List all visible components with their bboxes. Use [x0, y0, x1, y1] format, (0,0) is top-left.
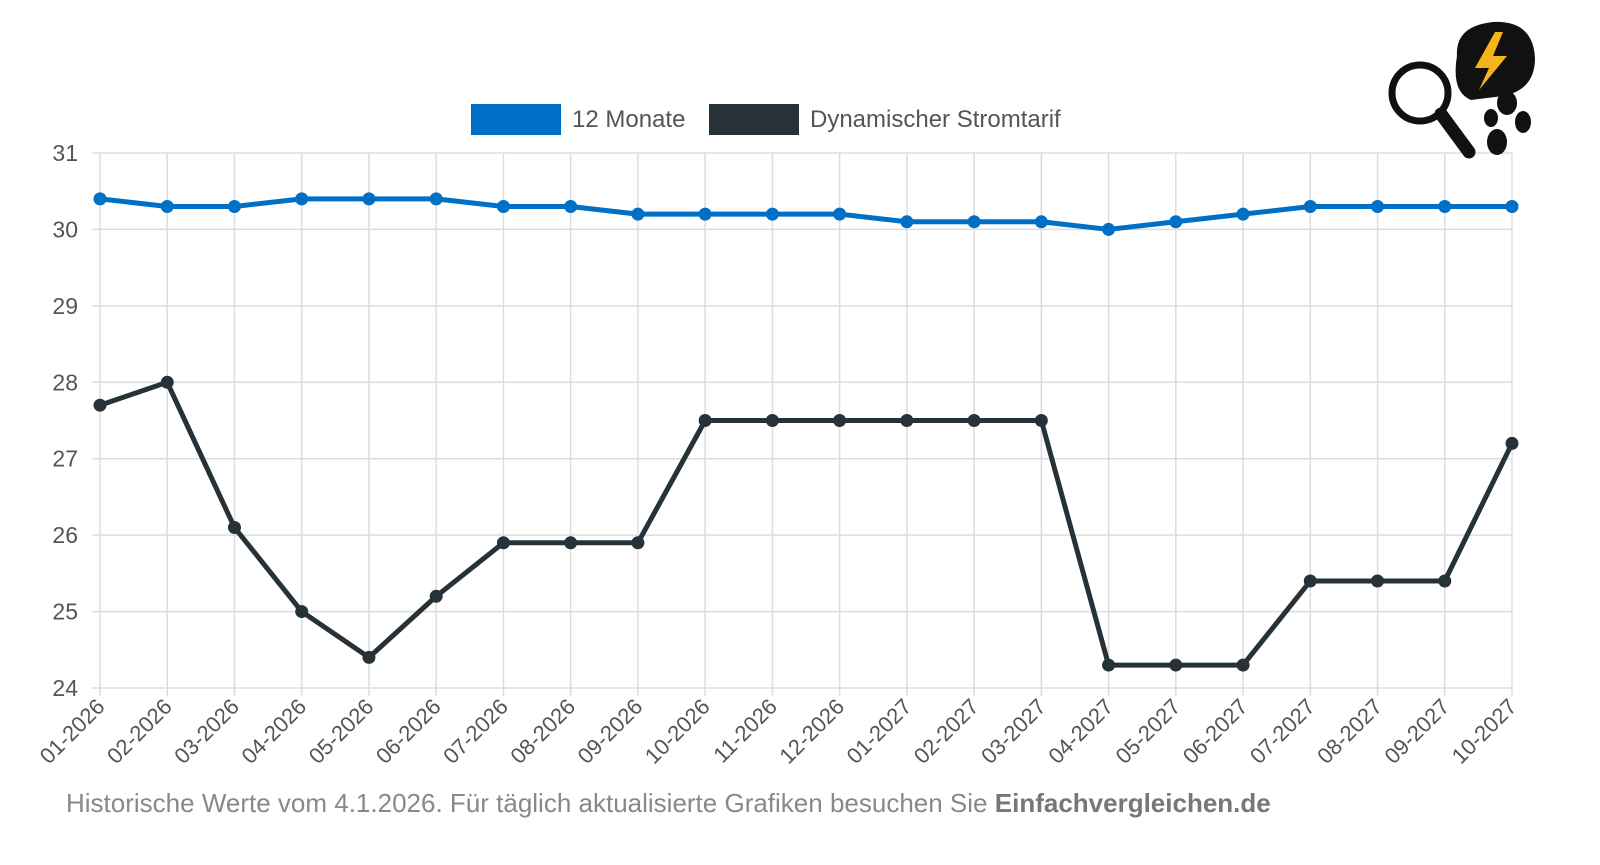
legend-item[interactable]: Dynamischer Stromtarif: [709, 104, 1061, 135]
data-point[interactable]: [1102, 658, 1116, 672]
y-tick-label: 27: [52, 446, 78, 472]
data-point[interactable]: [496, 200, 510, 213]
paw-icon: [1484, 91, 1531, 155]
x-tick-label: 07-2027: [1245, 694, 1320, 769]
data-point[interactable]: [1371, 200, 1385, 213]
y-tick-label: 26: [52, 522, 78, 548]
y-tick-label: 30: [52, 216, 78, 242]
data-point[interactable]: [631, 207, 645, 221]
legend[interactable]: 12 Monate Dynamischer Stromtarif: [471, 104, 1061, 135]
brand-logo[interactable]: [1388, 21, 1535, 159]
x-tick-label: 02-2027: [909, 694, 984, 769]
legend-item[interactable]: 12 Monate: [471, 104, 685, 135]
x-tick-label: 06-2027: [1178, 694, 1253, 769]
data-point[interactable]: [564, 536, 578, 550]
data-point[interactable]: [698, 207, 712, 221]
data-point[interactable]: [564, 200, 578, 213]
x-tick-label: 10-2027: [1447, 694, 1522, 769]
data-point[interactable]: [900, 215, 914, 229]
data-point[interactable]: [1505, 436, 1519, 450]
data-point[interactable]: [1169, 658, 1183, 672]
x-tick-label: 05-2027: [1111, 694, 1186, 769]
magnifier-icon: [1388, 61, 1476, 159]
data-point[interactable]: [833, 207, 847, 221]
series: [93, 192, 1519, 672]
x-tick-label: 04-2027: [1043, 694, 1118, 769]
data-point[interactable]: [1438, 574, 1452, 588]
data-point[interactable]: [362, 650, 376, 664]
data-point[interactable]: [295, 605, 309, 619]
data-point[interactable]: [93, 192, 107, 206]
data-point[interactable]: [1236, 658, 1250, 672]
data-point[interactable]: [1034, 215, 1048, 229]
data-point[interactable]: [1438, 200, 1452, 213]
legend-label: Dynamischer Stromtarif: [810, 106, 1061, 133]
series-1: [93, 192, 1519, 236]
data-point[interactable]: [967, 215, 981, 229]
x-tick-label: 12-2026: [774, 694, 849, 769]
data-point[interactable]: [698, 414, 712, 427]
x-tick-label: 01-2026: [35, 694, 110, 769]
series-line: [97, 379, 1515, 668]
data-point[interactable]: [93, 398, 107, 412]
y-axis: 24 25 26 27 28 29 30 31: [52, 140, 78, 701]
x-tick-label: 03-2027: [976, 694, 1051, 769]
y-tick-label: 25: [52, 599, 78, 625]
legend-label: 12 Monate: [572, 106, 685, 133]
x-tick-label: 10-2026: [640, 694, 715, 769]
x-tick-label: 09-2026: [573, 694, 648, 769]
data-point[interactable]: [1303, 200, 1317, 213]
lightning-icon: [1455, 21, 1535, 100]
data-point[interactable]: [160, 200, 174, 213]
legend-swatch: [709, 104, 799, 135]
legend-swatch: [471, 104, 561, 135]
y-tick-label: 31: [52, 140, 78, 166]
y-tick-label: 28: [52, 369, 78, 395]
series-2: [93, 375, 1519, 672]
data-point[interactable]: [429, 589, 443, 603]
data-point[interactable]: [496, 536, 510, 550]
x-tick-label: 09-2027: [1380, 694, 1455, 769]
data-point[interactable]: [1236, 207, 1250, 221]
series-line: [97, 196, 1515, 232]
x-axis: 01-202602-202603-202604-202605-202606-20…: [35, 694, 1522, 769]
footer-brand-link[interactable]: Einfachvergleichen.de: [994, 788, 1271, 818]
data-point[interactable]: [765, 207, 779, 221]
x-tick-label: 04-2026: [236, 694, 311, 769]
data-point[interactable]: [765, 414, 779, 427]
data-point[interactable]: [967, 414, 981, 427]
data-point[interactable]: [1505, 200, 1519, 213]
data-point[interactable]: [227, 521, 241, 534]
x-tick-label: 08-2027: [1312, 694, 1387, 769]
data-point[interactable]: [429, 192, 443, 206]
data-point[interactable]: [1034, 414, 1048, 427]
data-point[interactable]: [295, 192, 309, 206]
x-tick-label: 03-2026: [169, 694, 244, 769]
x-tick-label: 11-2026: [708, 694, 782, 768]
y-tick-label: 24: [52, 675, 78, 701]
data-point[interactable]: [362, 192, 376, 206]
x-tick-label: 05-2026: [304, 694, 379, 769]
data-point[interactable]: [1371, 574, 1385, 588]
x-tick-label: 06-2026: [371, 694, 446, 769]
footer-note: Historische Werte vom 4.1.2026. Für tägl…: [66, 788, 1271, 819]
footer-text: Historische Werte vom 4.1.2026. Für tägl…: [66, 788, 995, 818]
data-point[interactable]: [900, 414, 914, 427]
x-tick-label: 02-2026: [102, 694, 177, 769]
x-tick-label: 01-2027: [842, 694, 917, 769]
data-point[interactable]: [227, 200, 241, 213]
x-tick-label: 07-2026: [438, 694, 513, 769]
data-point[interactable]: [1169, 215, 1183, 229]
x-tick-label: 08-2026: [505, 694, 580, 769]
y-tick-label: 29: [52, 293, 78, 319]
data-point[interactable]: [1303, 574, 1317, 588]
data-point[interactable]: [833, 414, 847, 427]
data-point[interactable]: [160, 375, 174, 389]
data-point[interactable]: [1102, 222, 1116, 236]
data-point[interactable]: [631, 536, 645, 550]
